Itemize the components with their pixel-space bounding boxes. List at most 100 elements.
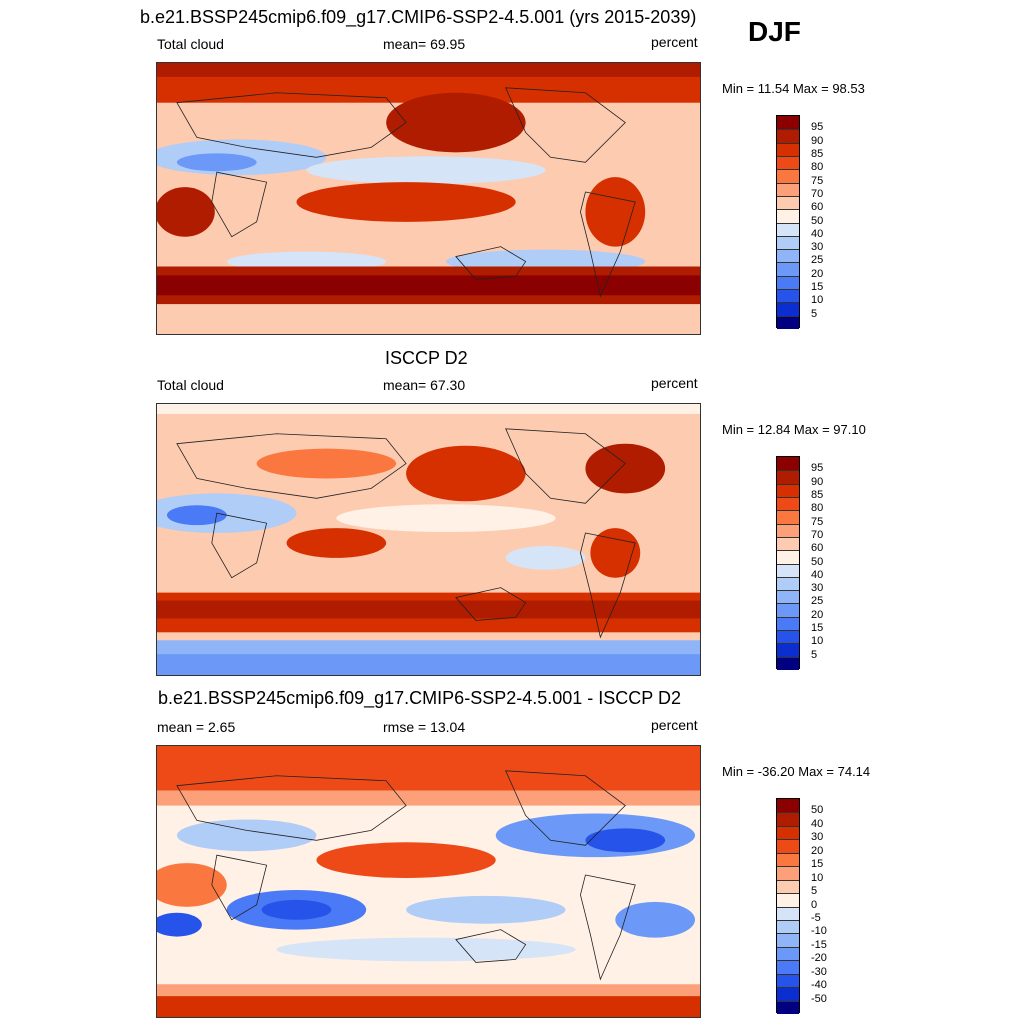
panel-variable-label: Total cloud — [157, 377, 224, 393]
colorbar-tick-label: 5 — [811, 648, 818, 661]
colorbar-swatch — [777, 616, 799, 631]
season-label: DJF — [748, 16, 801, 47]
field-band-pole — [157, 404, 700, 414]
field-blob — [157, 187, 215, 237]
colorbar-tick-label: 80 — [811, 502, 824, 515]
colorbar-swatch — [777, 839, 799, 853]
map-plot — [156, 745, 701, 1018]
colorbar-swatch — [777, 879, 799, 894]
colorbar-swatch — [777, 275, 799, 290]
field-blob — [505, 545, 586, 570]
colorbar-tick-label: 30 — [811, 831, 824, 844]
colorbar-tick-label: 40 — [811, 227, 824, 240]
colorbar-swatch — [777, 919, 799, 934]
colorbar-tick-label: 30 — [811, 582, 824, 595]
coastlines — [176, 428, 636, 639]
colorbar-tick-label: 20 — [811, 267, 824, 280]
field-blob — [406, 445, 526, 502]
colorbar-tick-label: 25 — [811, 254, 824, 267]
colorbar-swatch — [777, 470, 799, 484]
colorbar-swatch — [777, 195, 799, 210]
colorbar-swatch — [777, 142, 799, 156]
field-band-arctic — [157, 746, 700, 791]
colorbar-tick-label: 5 — [811, 885, 818, 898]
colorbar-tick-label: 80 — [811, 161, 824, 174]
field-blob — [256, 448, 397, 479]
colorbar-tick-label: 15 — [811, 858, 824, 871]
colorbar-tick-label: 20 — [811, 844, 824, 857]
coastlines — [176, 87, 636, 298]
panel-title: b.e21.BSSP245cmip6.f09_g17.CMIP6-SSP2-4.… — [158, 688, 681, 708]
colorbar-swatch — [777, 262, 799, 276]
colorbar-tick-label: -50 — [811, 992, 827, 1005]
colorbar-tick-label: 0 — [811, 898, 818, 911]
colorbar-tick-label: 15 — [811, 622, 824, 635]
colorbar — [776, 456, 800, 670]
colorbar-swatch — [777, 209, 799, 223]
colorbar-swatch — [777, 129, 799, 143]
colorbar — [776, 798, 800, 1014]
panel-mean-label: mean= 69.95 — [383, 36, 466, 52]
field-blob — [176, 153, 257, 172]
colorbar-tick-label: 75 — [811, 515, 824, 528]
colorbar-swatch — [777, 169, 799, 183]
field-blob — [585, 443, 666, 494]
colorbar-swatch — [777, 249, 799, 263]
colorbar-tick-label: 90 — [811, 475, 824, 488]
panel-units-label: percent — [651, 34, 698, 50]
colorbar-swatch — [777, 643, 799, 657]
colorbar-tick-label: -5 — [811, 911, 821, 924]
colorbar-swatch — [777, 155, 799, 170]
colorbar-swatch — [777, 510, 799, 524]
colorbar-tick-label: -15 — [811, 938, 827, 951]
field-blob — [286, 528, 387, 558]
colorbar-tick-label: 60 — [811, 542, 824, 555]
colorbar-swatch — [777, 563, 799, 577]
colorbar-swatch — [777, 866, 799, 880]
colorbar-tick-label: 70 — [811, 528, 824, 541]
panel-units-label: percent — [651, 717, 698, 733]
field-blob — [276, 937, 576, 962]
map-field — [157, 404, 700, 675]
field-blob — [590, 528, 641, 578]
colorbar-tick-label: -40 — [811, 979, 827, 992]
field-blob — [585, 828, 666, 853]
map-plot — [156, 403, 701, 676]
colorbar-swatch — [777, 973, 799, 988]
field-blob — [585, 177, 646, 247]
field-blob — [615, 901, 696, 938]
colorbar-swatch — [777, 987, 799, 1001]
field-blob — [157, 912, 202, 937]
coastlines — [176, 770, 636, 981]
colorbar-swatch — [777, 483, 799, 497]
colorbar-swatch — [777, 906, 799, 920]
colorbar-swatch — [777, 457, 799, 471]
field-band-antarctic-core — [157, 996, 700, 1017]
field-band-antarctic — [157, 304, 700, 334]
colorbar-tick-label: 5 — [811, 307, 818, 320]
colorbar-tick-label: -10 — [811, 925, 827, 938]
colorbar-swatch — [777, 289, 799, 303]
colorbar-tick-label: 70 — [811, 187, 824, 200]
field-blob — [406, 895, 566, 924]
colorbar-tick-label: 50 — [811, 804, 824, 817]
colorbar-swatch — [777, 852, 799, 867]
field-blob — [316, 842, 496, 879]
colorbar-swatch — [777, 603, 799, 617]
colorbar-swatch — [777, 799, 799, 813]
colorbar-tick-label: -20 — [811, 952, 827, 965]
panel-mean-label: mean = 2.65 — [157, 719, 236, 735]
colorbar-swatch — [777, 630, 799, 644]
colorbar-swatch — [777, 576, 799, 591]
panel-minmax-label: Min = 11.54 Max = 98.53 — [722, 81, 865, 96]
colorbar-tick-label: 40 — [811, 568, 824, 581]
colorbar-tick-label: 50 — [811, 555, 824, 568]
colorbar-swatch — [777, 116, 799, 130]
colorbar-swatch — [777, 1000, 799, 1014]
colorbar-swatch — [777, 496, 799, 511]
colorbar-swatch — [777, 825, 799, 840]
field-band-storm-core — [157, 275, 700, 296]
field-blob — [306, 156, 546, 185]
panel-minmax-label: Min = 12.84 Max = 97.10 — [722, 422, 866, 437]
field-band-arctic-edge — [157, 790, 700, 806]
